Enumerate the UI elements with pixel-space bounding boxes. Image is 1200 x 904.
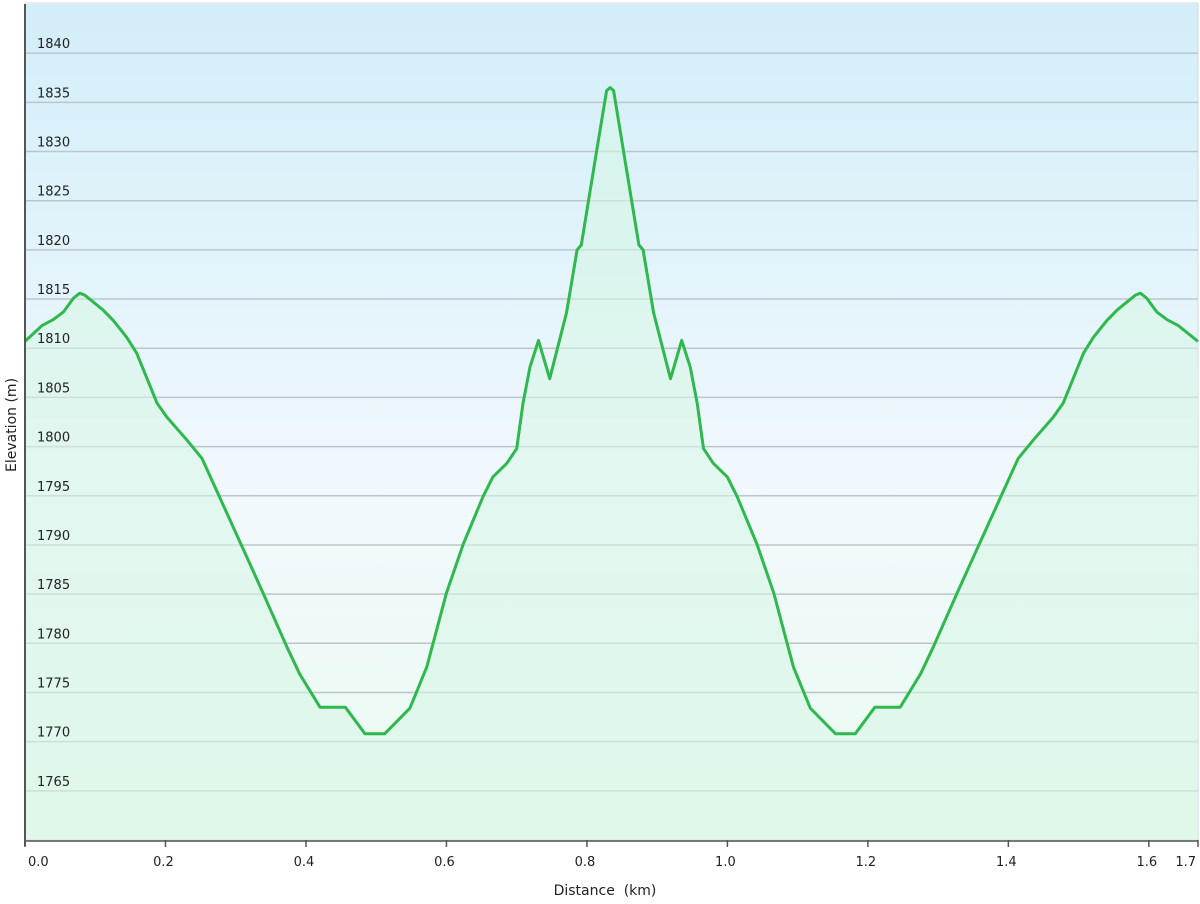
x-tick-label: 1.2 — [856, 855, 877, 870]
elevation-area-fill — [25, 87, 1198, 841]
y-tick-label: 1835 — [37, 86, 70, 101]
y-tick-label: 1780 — [37, 627, 70, 642]
x-axis-ticks: 0.0 0.2 0.4 0.6 0.8 1.0 1.2 1.4 1.6 1.7 — [24, 840, 1199, 870]
x-axis-title: Distance (km) — [554, 883, 657, 899]
y-tick-label: 1795 — [37, 480, 70, 495]
x-tick-label: 0.8 — [575, 855, 596, 870]
x-tick-label: 1.6 — [1136, 855, 1157, 870]
x-tick-label: 0.6 — [434, 855, 455, 870]
y-tick-label: 1830 — [37, 136, 70, 151]
y-tick-label: 1840 — [37, 37, 70, 52]
y-tick-label: 1810 — [37, 332, 70, 347]
y-tick-label: 1785 — [37, 578, 70, 593]
x-tick-label: 0.4 — [294, 855, 315, 870]
x-tick-label: 1.7 — [1175, 855, 1196, 870]
x-tick-label: 1.4 — [996, 855, 1017, 870]
y-axis-tick-labels: 1840 1835 1830 1825 1820 1815 1810 1805 1800 1795… — [37, 37, 70, 790]
x-tick-label: 1.0 — [715, 855, 736, 870]
y-tick-label: 1765 — [37, 775, 70, 790]
elevation-line — [23, 86, 1199, 736]
y-tick-label: 1770 — [37, 726, 70, 741]
y-tick-label: 1790 — [37, 529, 70, 544]
x-tick-label: 0.2 — [153, 855, 174, 870]
y-tick-label: 1815 — [37, 283, 70, 298]
y-tick-label: 1775 — [37, 676, 70, 691]
y-tick-label: 1820 — [37, 234, 70, 249]
y-tick-label: 1825 — [37, 185, 70, 200]
x-tick-label: 0.0 — [28, 855, 49, 870]
y-axis-title: Elevation (m) — [4, 378, 20, 472]
y-tick-label: 1805 — [37, 381, 70, 396]
y-tick-label: 1800 — [37, 431, 70, 446]
